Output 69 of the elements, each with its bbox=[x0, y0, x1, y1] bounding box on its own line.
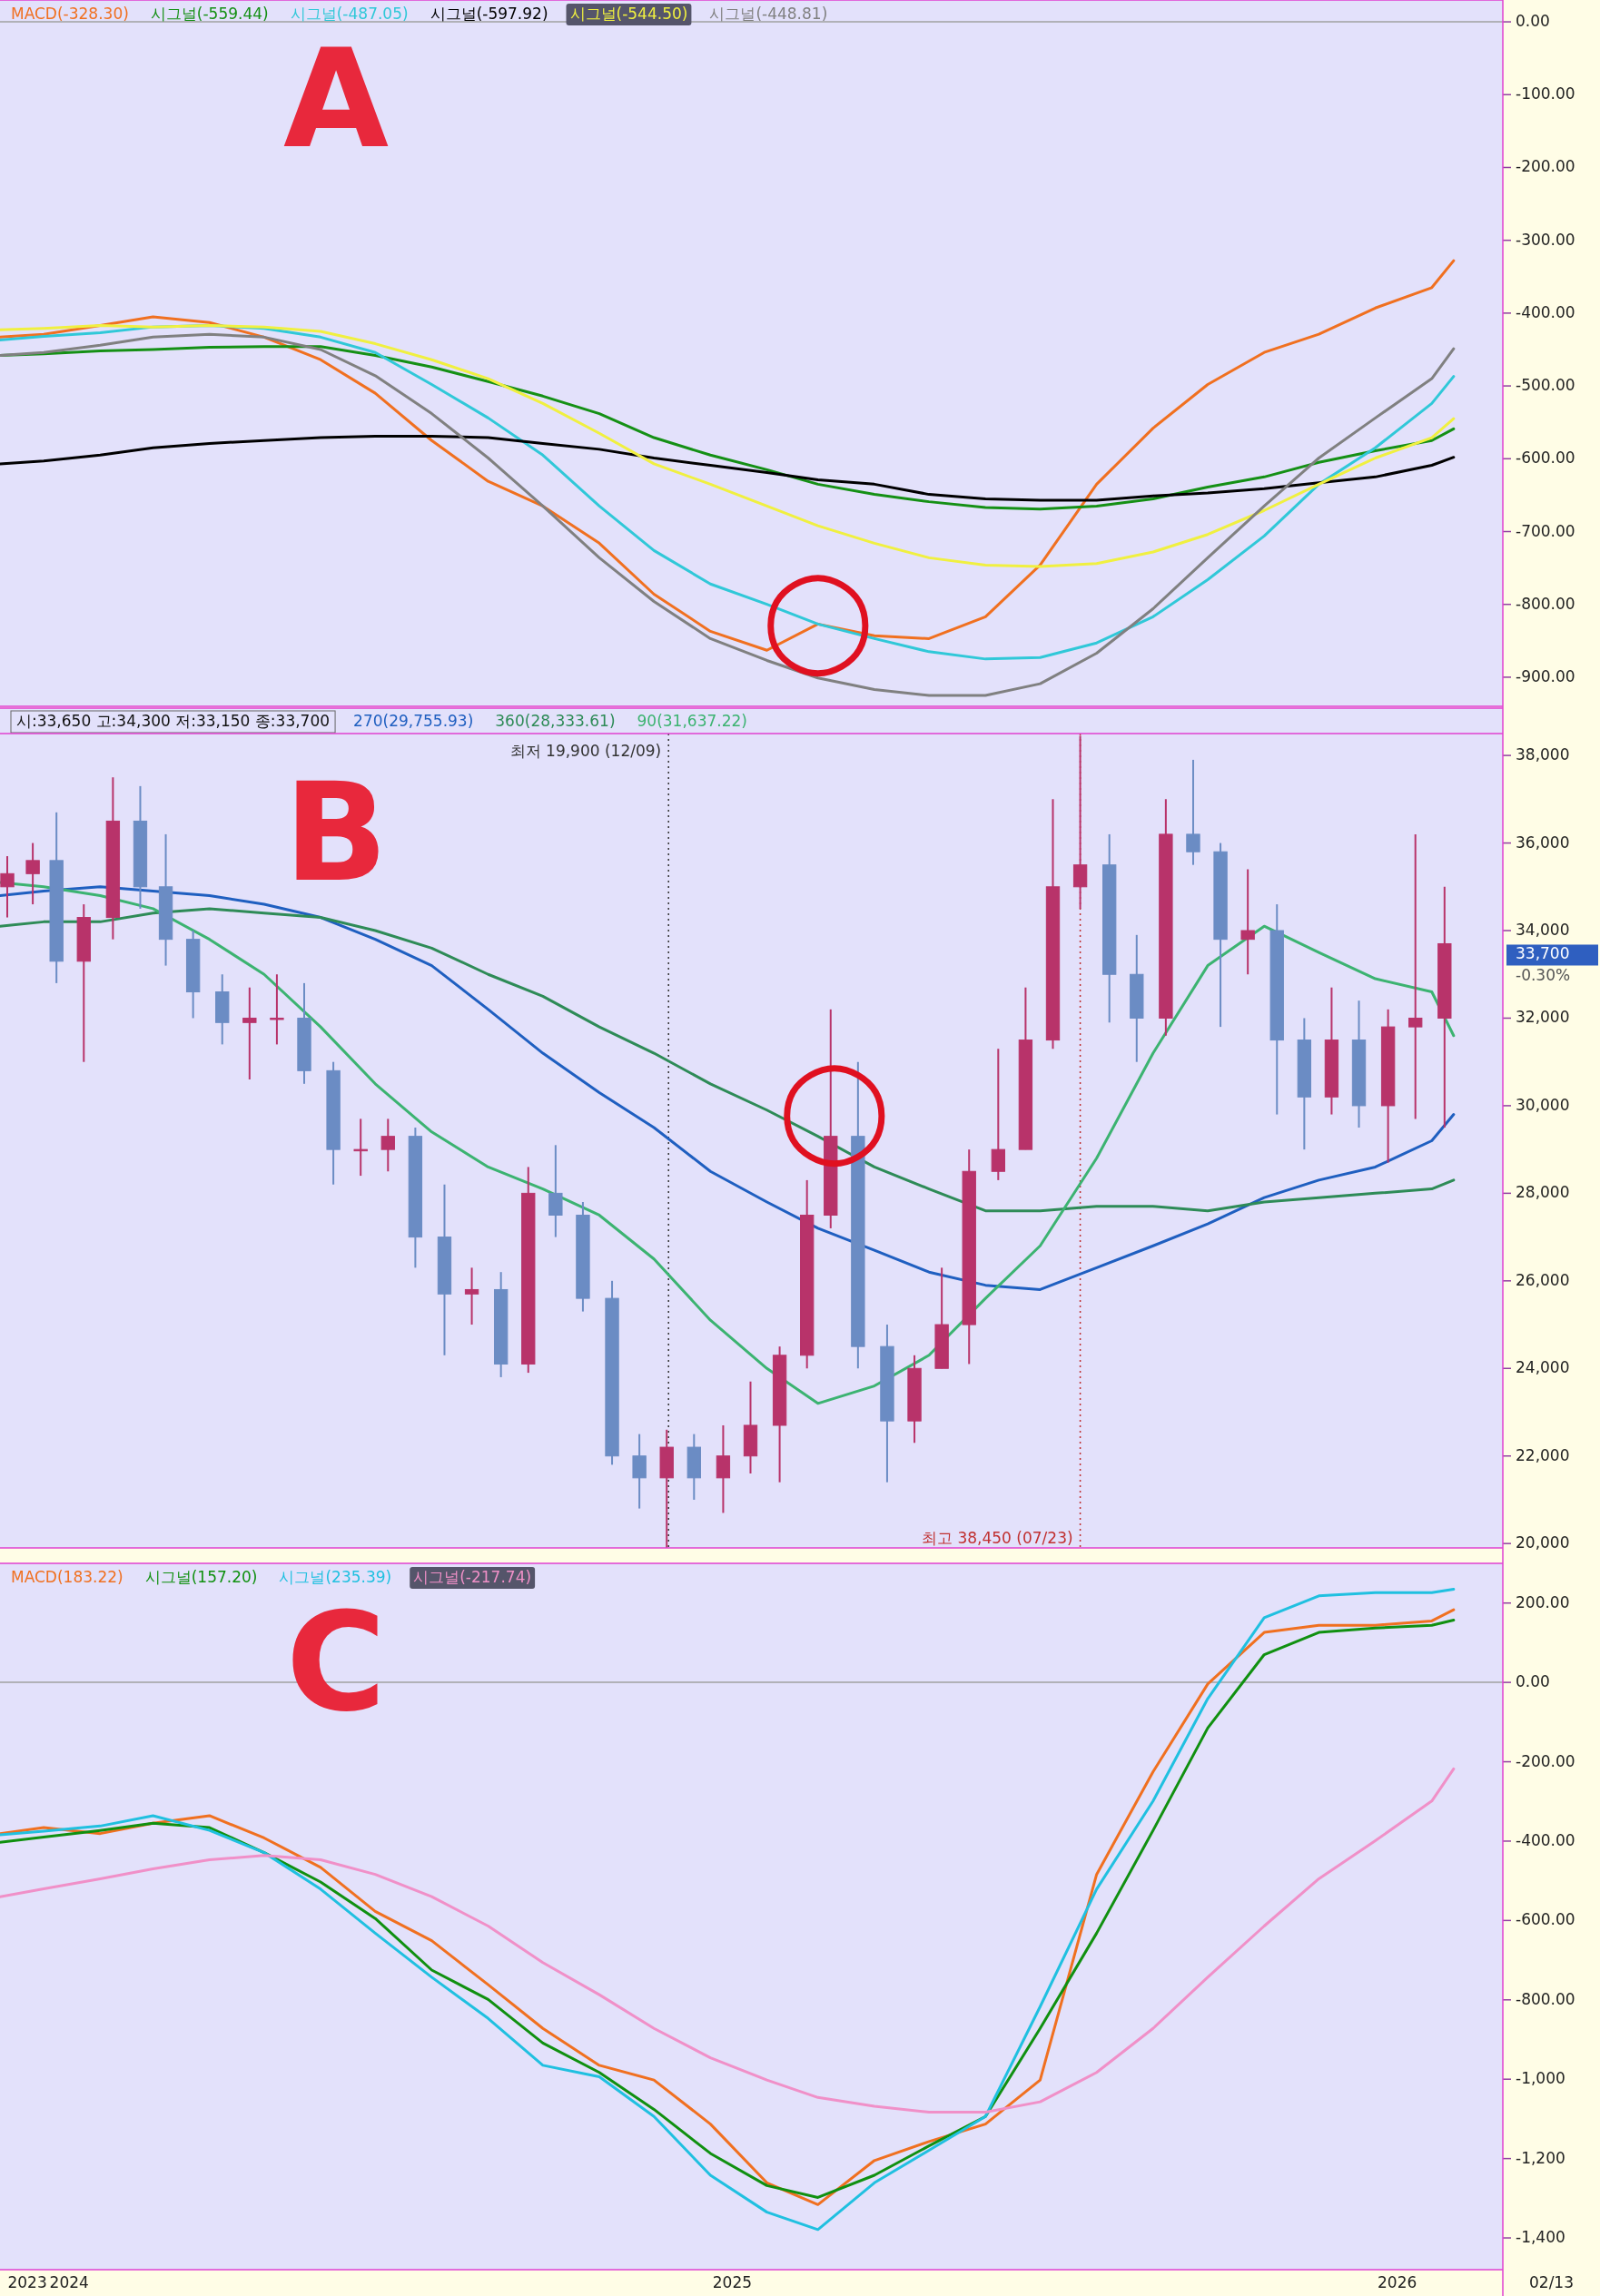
y-tick-label: -600.00 bbox=[1516, 448, 1575, 468]
text: 33,700 bbox=[1516, 944, 1570, 963]
text: 시그널(-597.92) bbox=[430, 5, 548, 23]
text: 360(28,333.61) bbox=[495, 712, 616, 730]
candlestick bbox=[0, 855, 15, 919]
candlestick bbox=[1186, 758, 1200, 866]
y-tick-label: -600.00 bbox=[1516, 1910, 1575, 1929]
y-tick-label: -500.00 bbox=[1516, 376, 1575, 395]
line-series bbox=[0, 324, 1456, 568]
y-tick-label: -200.00 bbox=[1516, 157, 1575, 176]
y-tick-label: 20,000 bbox=[1516, 1533, 1570, 1552]
text: 시그널(157.20) bbox=[144, 1568, 258, 1586]
x-tick-label: 2024 bbox=[49, 2273, 89, 2291]
text: 시그널(-448.81) bbox=[709, 5, 828, 23]
text: 시그널(-559.44) bbox=[150, 5, 269, 23]
candlestick bbox=[270, 973, 284, 1046]
candlestick bbox=[242, 986, 257, 1080]
chart-title: 시:33,650 고:34,300 저:33,150 종:33,700 bbox=[16, 712, 331, 730]
candlestick bbox=[1408, 833, 1423, 1120]
candlestick bbox=[353, 1118, 368, 1178]
y-tick-label: -800.00 bbox=[1516, 1989, 1575, 2008]
y-tick-label: -1,400 bbox=[1516, 2228, 1565, 2247]
text: 270(29,755.93) bbox=[353, 712, 474, 730]
y-tick-label: -800.00 bbox=[1516, 594, 1575, 613]
y-tick-label: 32,000 bbox=[1516, 1008, 1570, 1027]
candlestick bbox=[25, 842, 40, 906]
y-tick-label: 200.00 bbox=[1516, 1592, 1570, 1611]
y-tick-label: -400.00 bbox=[1516, 1830, 1575, 1849]
text: 시그널(-487.05) bbox=[290, 5, 409, 23]
y-tick-label: -200.00 bbox=[1516, 1751, 1575, 1770]
y-tick-label: -100.00 bbox=[1516, 84, 1575, 103]
y-tick-label: 22,000 bbox=[1516, 1445, 1570, 1464]
y-tick-label: 0.00 bbox=[1516, 1672, 1550, 1691]
y-tick-label: 26,000 bbox=[1516, 1270, 1570, 1289]
candlestick bbox=[1072, 734, 1088, 910]
line-series bbox=[0, 1767, 1456, 2114]
text: 시그널(235.39) bbox=[279, 1568, 392, 1586]
y-tick-label: 34,000 bbox=[1516, 921, 1570, 940]
x-tick-label: 2025 bbox=[712, 2273, 753, 2291]
candlestick bbox=[464, 1266, 479, 1326]
line-series bbox=[0, 885, 1456, 1291]
y-tick-label: -400.00 bbox=[1516, 302, 1575, 321]
x-tick-label: 2023 bbox=[7, 2273, 47, 2291]
text: MACD(183.22) bbox=[11, 1568, 123, 1586]
text: 시그널(-217.74) bbox=[413, 1568, 532, 1586]
ref-line-label: 최고 38,450 (07/23) bbox=[922, 1529, 1073, 1547]
y-tick-label: -300.00 bbox=[1516, 230, 1575, 249]
y-tick-label: -1,000 bbox=[1516, 2069, 1565, 2088]
y-tick-label: 28,000 bbox=[1516, 1183, 1570, 1202]
line-series bbox=[0, 907, 1456, 1213]
y-tick-label: 24,000 bbox=[1516, 1358, 1570, 1377]
y-tick-label: 0.00 bbox=[1516, 12, 1550, 31]
text: 02/13 bbox=[1529, 2273, 1574, 2291]
text: -0.30% bbox=[1516, 966, 1571, 985]
y-tick-label: 30,000 bbox=[1516, 1095, 1570, 1114]
line-series bbox=[0, 434, 1456, 502]
y-tick-label: 36,000 bbox=[1516, 833, 1570, 852]
y-tick-label: -900.00 bbox=[1516, 666, 1575, 685]
text: 시그널(-544.50) bbox=[569, 5, 688, 23]
y-tick-label: -700.00 bbox=[1516, 521, 1575, 540]
x-tick-label: 2026 bbox=[1378, 2273, 1417, 2291]
candlestick bbox=[1240, 868, 1255, 976]
text: 90(31,637.22) bbox=[637, 712, 747, 730]
candlestick bbox=[380, 1118, 395, 1173]
ref-line-label: 최저 19,900 (12/09) bbox=[509, 742, 662, 760]
annotation: B bbox=[283, 754, 389, 912]
y-tick-label: 38,000 bbox=[1516, 745, 1570, 764]
text: MACD(-328.30) bbox=[11, 5, 129, 23]
y-tick-label: -1,200 bbox=[1516, 2148, 1565, 2167]
